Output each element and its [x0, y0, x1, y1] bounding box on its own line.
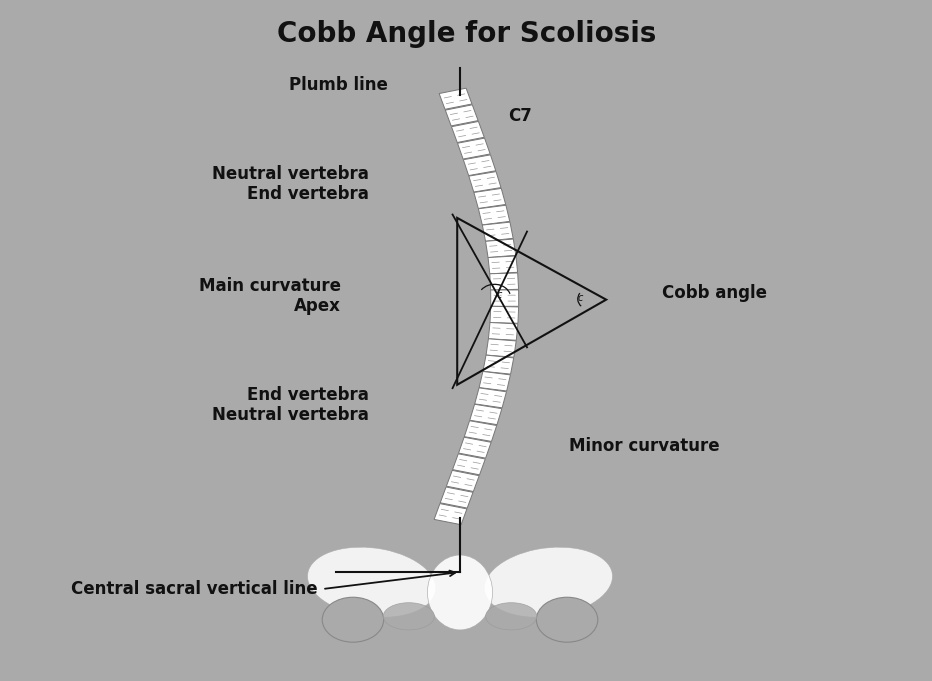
Polygon shape — [469, 172, 501, 192]
Polygon shape — [490, 306, 519, 323]
Text: Minor curvature: Minor curvature — [569, 437, 720, 455]
Text: c: c — [578, 293, 582, 302]
Circle shape — [322, 597, 384, 642]
Polygon shape — [446, 471, 479, 492]
Polygon shape — [473, 189, 506, 208]
Polygon shape — [479, 371, 511, 391]
Polygon shape — [488, 323, 518, 340]
Ellipse shape — [485, 547, 612, 618]
Text: C7: C7 — [509, 107, 532, 125]
Ellipse shape — [486, 603, 537, 630]
Text: Main curvature: Main curvature — [199, 277, 341, 295]
Polygon shape — [440, 487, 473, 508]
Text: Cobb angle: Cobb angle — [662, 284, 767, 302]
Polygon shape — [483, 222, 514, 241]
Text: Central sacral vertical line: Central sacral vertical line — [71, 580, 318, 598]
Text: Neutral vertebra: Neutral vertebra — [212, 165, 369, 183]
Text: Plumb line: Plumb line — [289, 76, 388, 94]
Circle shape — [536, 597, 597, 642]
Text: Neutral vertebra: Neutral vertebra — [212, 407, 369, 424]
Polygon shape — [453, 454, 486, 475]
Text: End vertebra: End vertebra — [247, 185, 369, 203]
Ellipse shape — [383, 603, 434, 630]
Text: Apex: Apex — [294, 298, 341, 315]
Polygon shape — [463, 155, 496, 176]
Polygon shape — [490, 273, 518, 290]
Ellipse shape — [308, 547, 435, 618]
Polygon shape — [439, 88, 472, 110]
Polygon shape — [483, 355, 514, 374]
Polygon shape — [458, 138, 490, 159]
Polygon shape — [490, 290, 519, 306]
Polygon shape — [445, 105, 478, 126]
Polygon shape — [486, 239, 515, 257]
Polygon shape — [451, 121, 485, 142]
Polygon shape — [470, 405, 501, 425]
Text: Cobb Angle for Scoliosis: Cobb Angle for Scoliosis — [277, 20, 656, 48]
Polygon shape — [459, 437, 491, 458]
Text: c: c — [497, 289, 501, 300]
Polygon shape — [474, 388, 506, 408]
Polygon shape — [434, 504, 467, 524]
Polygon shape — [464, 421, 497, 441]
Text: End vertebra: End vertebra — [247, 386, 369, 404]
Polygon shape — [487, 338, 516, 358]
Ellipse shape — [428, 555, 493, 630]
Polygon shape — [488, 256, 517, 274]
Polygon shape — [478, 205, 510, 225]
